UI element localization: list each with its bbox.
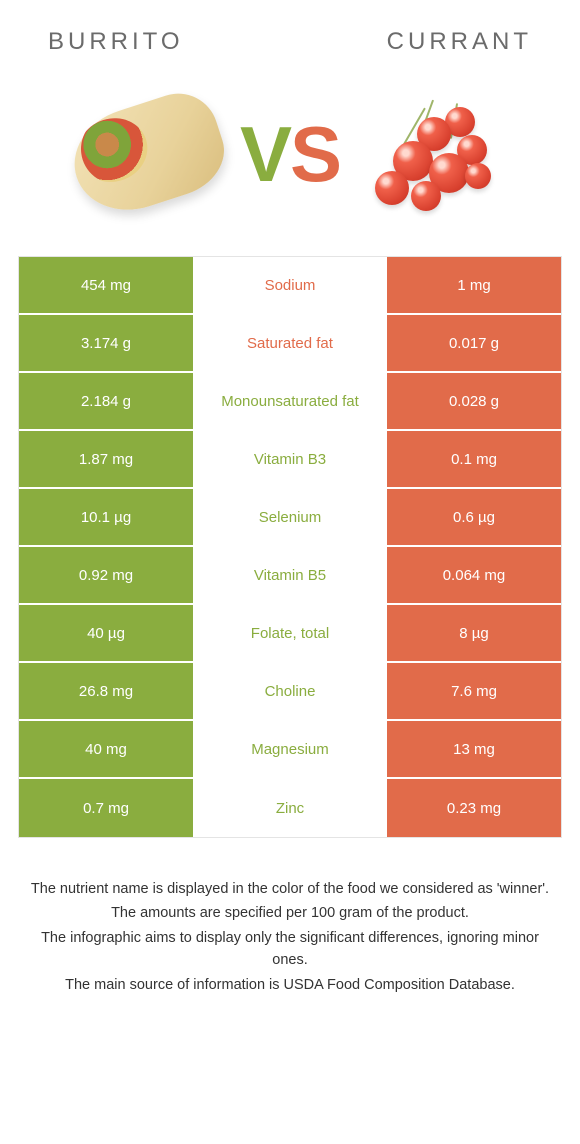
value-left: 0.92 mg	[19, 547, 193, 603]
table-row: 26.8 mgCholine7.6 mg	[19, 663, 561, 721]
value-left: 2.184 g	[19, 373, 193, 429]
title-right: CURRANT	[387, 28, 532, 56]
value-right: 0.028 g	[387, 373, 561, 429]
value-left: 1.87 mg	[19, 431, 193, 487]
nutrient-table: 454 mgSodium1 mg3.174 gSaturated fat0.01…	[18, 256, 562, 838]
title-left: BURRITO	[48, 28, 184, 56]
table-row: 10.1 µgSelenium0.6 µg	[19, 489, 561, 547]
footer-line: The main source of information is USDA F…	[26, 974, 554, 996]
table-row: 40 mgMagnesium13 mg	[19, 721, 561, 779]
nutrient-label: Saturated fat	[193, 315, 387, 371]
value-right: 13 mg	[387, 721, 561, 777]
value-left: 3.174 g	[19, 315, 193, 371]
footer-line: The infographic aims to display only the…	[26, 927, 554, 972]
value-right: 0.23 mg	[387, 779, 561, 837]
title-row: BURRITO CURRANT	[18, 28, 562, 56]
value-left: 40 µg	[19, 605, 193, 661]
currant-image	[352, 94, 512, 214]
table-row: 0.92 mgVitamin B50.064 mg	[19, 547, 561, 605]
table-row: 0.7 mgZinc0.23 mg	[19, 779, 561, 837]
footer-line: The amounts are specified per 100 gram o…	[26, 902, 554, 924]
nutrient-label: Monounsaturated fat	[193, 373, 387, 429]
vs-v: V	[240, 109, 290, 200]
value-left: 0.7 mg	[19, 779, 193, 837]
table-row: 2.184 gMonounsaturated fat0.028 g	[19, 373, 561, 431]
value-right: 0.064 mg	[387, 547, 561, 603]
table-row: 454 mgSodium1 mg	[19, 257, 561, 315]
nutrient-label: Selenium	[193, 489, 387, 545]
vs-label: VS	[240, 109, 340, 200]
burrito-image	[68, 94, 228, 214]
vs-row: VS	[18, 84, 562, 224]
value-left: 40 mg	[19, 721, 193, 777]
nutrient-label: Sodium	[193, 257, 387, 313]
value-left: 10.1 µg	[19, 489, 193, 545]
footer-line: The nutrient name is displayed in the co…	[26, 878, 554, 900]
value-left: 454 mg	[19, 257, 193, 313]
nutrient-label: Zinc	[193, 779, 387, 837]
value-right: 7.6 mg	[387, 663, 561, 719]
value-right: 1 mg	[387, 257, 561, 313]
vs-s: S	[290, 109, 340, 200]
table-row: 1.87 mgVitamin B30.1 mg	[19, 431, 561, 489]
nutrient-label: Vitamin B3	[193, 431, 387, 487]
nutrient-label: Folate, total	[193, 605, 387, 661]
value-left: 26.8 mg	[19, 663, 193, 719]
footer-notes: The nutrient name is displayed in the co…	[18, 878, 562, 998]
nutrient-label: Vitamin B5	[193, 547, 387, 603]
value-right: 0.6 µg	[387, 489, 561, 545]
nutrient-label: Choline	[193, 663, 387, 719]
table-row: 40 µgFolate, total8 µg	[19, 605, 561, 663]
table-row: 3.174 gSaturated fat0.017 g	[19, 315, 561, 373]
value-right: 8 µg	[387, 605, 561, 661]
nutrient-label: Magnesium	[193, 721, 387, 777]
value-right: 0.1 mg	[387, 431, 561, 487]
value-right: 0.017 g	[387, 315, 561, 371]
